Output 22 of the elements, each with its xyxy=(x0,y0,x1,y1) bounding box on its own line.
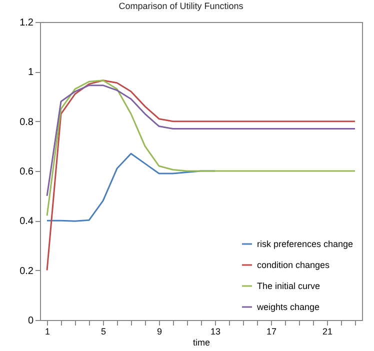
y-tick-label: 0.2 xyxy=(20,266,34,277)
chart-title: Comparison of Utility Functions xyxy=(118,1,244,11)
legend-label: condition changes xyxy=(257,260,330,270)
y-tick-label: 1 xyxy=(28,67,34,78)
x-tick-label: 13 xyxy=(210,326,221,336)
y-tick-label: 1.2 xyxy=(20,18,34,28)
y-tick-label: 0.4 xyxy=(20,216,34,228)
line-series xyxy=(46,80,356,216)
x-tick-label: 9 xyxy=(156,326,162,336)
y-tick-label: 0 xyxy=(28,316,34,326)
x-tick-label: 5 xyxy=(100,326,106,336)
x-axis-title: time xyxy=(192,338,210,348)
line-series xyxy=(46,80,356,272)
line-series xyxy=(46,84,356,197)
x-tick-label: 17 xyxy=(266,326,277,336)
y-tick-label: 0.6 xyxy=(20,166,34,178)
legend-label: risk preferences change xyxy=(257,239,354,249)
legend-label: weights change xyxy=(256,302,320,312)
y-tick-label: 0.8 xyxy=(20,116,34,128)
x-tick-label: 21 xyxy=(322,326,333,336)
legend-label: The initial curve xyxy=(257,281,320,291)
x-tick-label: 1 xyxy=(44,326,50,336)
